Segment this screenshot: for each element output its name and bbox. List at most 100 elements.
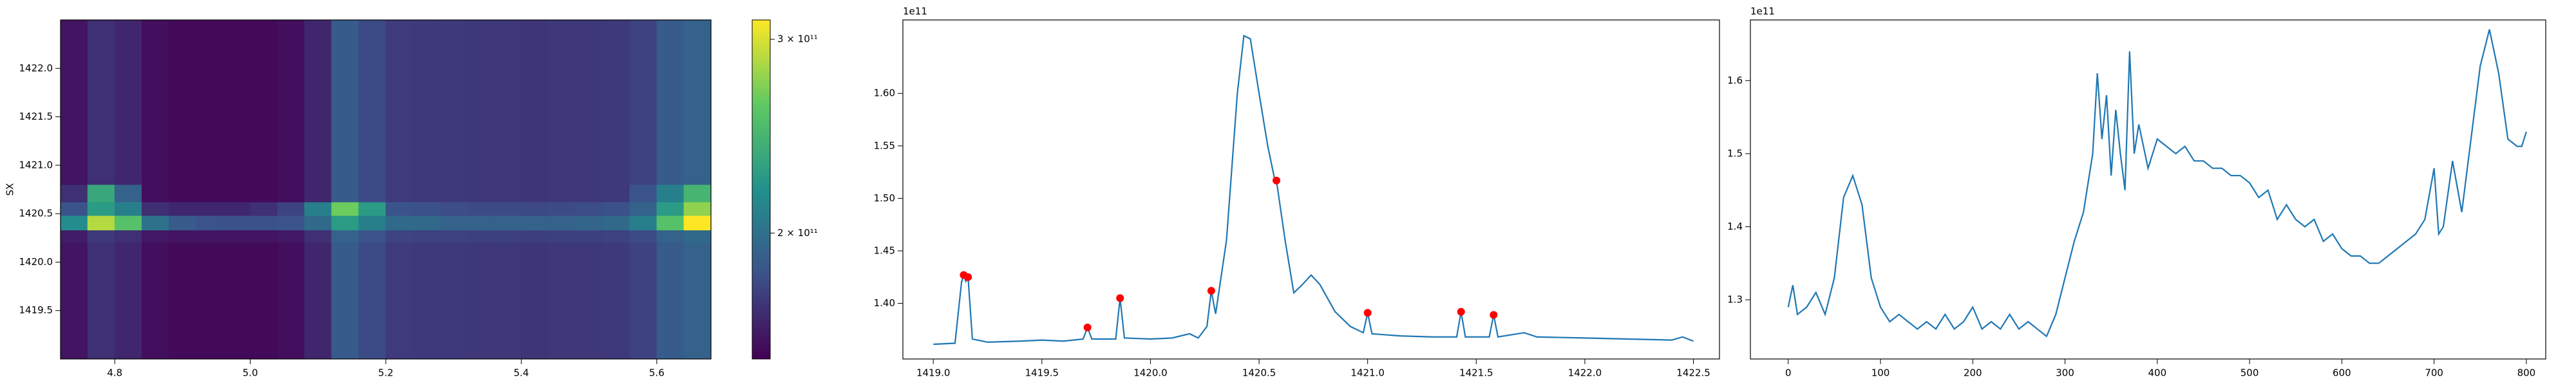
heatmap-cell (521, 230, 549, 243)
x-tick-label: 5.0 (243, 367, 258, 379)
x-tick-label: 5.2 (378, 367, 393, 379)
y-tick-label: 1420.5 (19, 208, 53, 219)
x-tick-label: 800 (2517, 367, 2536, 379)
x-tick-label: 600 (2333, 367, 2351, 379)
heatmap-cell (358, 230, 386, 243)
heatmap-cell (114, 215, 142, 231)
heatmap-cell (304, 201, 332, 216)
heatmap-cell (196, 243, 223, 360)
heatmap-cell (602, 201, 630, 216)
heatmap-cell (656, 201, 685, 216)
heatmap-cell (521, 19, 549, 185)
heatmap-cell (494, 19, 522, 185)
data-line (933, 34, 1694, 345)
x-tick-label: 400 (2148, 367, 2167, 379)
heatmap-cell (521, 243, 549, 360)
heatmap-cell (250, 201, 278, 216)
heatmap-cell (412, 19, 440, 185)
heatmap-cell (683, 215, 712, 231)
peak-marker (1083, 324, 1092, 332)
y-offset-label: 1e11 (903, 6, 927, 17)
y-tick-label: 1.5 (1727, 147, 1743, 159)
heatmap-cell (494, 230, 522, 243)
heatmap-cell (466, 201, 495, 216)
heatmap-cell (385, 243, 413, 360)
x-tick-label: 5.6 (649, 367, 665, 379)
heatmap-cell (575, 184, 603, 203)
heatmap-cell (223, 19, 251, 185)
heatmap-cell (250, 184, 278, 203)
y-tick-label: 1.45 (874, 244, 895, 256)
heatmap-cell (439, 19, 468, 185)
heatmap-cell (656, 230, 685, 243)
heatmap-cell (439, 243, 468, 360)
heatmap-cell (331, 243, 359, 360)
axes-frame (1750, 19, 2546, 360)
heatmap-cell (277, 201, 305, 216)
heatmap-cell (331, 230, 359, 243)
y-tick-label: 1.4 (1727, 221, 1743, 232)
peak-marker (1207, 286, 1215, 295)
y-tick-label: 1.50 (874, 192, 895, 204)
heatmap-cell (277, 243, 305, 360)
heatmap-cell (223, 243, 251, 360)
heatmap-cell (141, 201, 169, 216)
y-tick-label: 1422.0 (19, 62, 53, 74)
heatmap-cell (494, 201, 522, 216)
heatmap-cell (385, 19, 413, 185)
heatmap-cell (358, 201, 386, 216)
heatmap-cell (683, 201, 712, 216)
heatmap-cell (358, 215, 386, 231)
heatmap-cell (385, 215, 413, 231)
heatmap-cell (466, 243, 495, 360)
heatmap-cell (656, 243, 685, 360)
heatmap-cell (196, 230, 223, 243)
axes-frame (902, 19, 1720, 360)
peak-marker (1363, 309, 1372, 317)
heatmap-cell (331, 19, 359, 185)
heatmap-cell (656, 19, 685, 185)
heatmap-cell (87, 215, 115, 231)
peak-marker (1490, 311, 1498, 319)
heatmap-cell (87, 230, 115, 243)
heatmap-cell (141, 243, 169, 360)
heatmap-cell (223, 230, 251, 243)
heatmap-cell (277, 230, 305, 243)
heatmap-cell (331, 215, 359, 231)
x-tick-label: 700 (2425, 367, 2443, 379)
y-tick-label: 1.60 (874, 87, 895, 99)
heatmap-cell (277, 184, 305, 203)
heatmap-cell (169, 19, 196, 185)
colorbar (752, 19, 771, 360)
heatmap-cell (87, 184, 115, 203)
colorbar-tick-label: 2 × 10¹¹ (777, 227, 818, 239)
x-tick-label: 200 (1964, 367, 1982, 379)
heatmap-cell (602, 19, 630, 185)
heatmap-cell (494, 184, 522, 203)
heatmap-cell (575, 243, 603, 360)
heatmap-cell (114, 19, 142, 185)
heatmap-cell (87, 243, 115, 360)
peak-marker (1116, 294, 1124, 302)
heatmap-cell (602, 243, 630, 360)
heatmap-cell (169, 184, 196, 203)
heatmap-cell (548, 201, 576, 216)
heatmap-cell (412, 243, 440, 360)
heatmap-cell (169, 201, 196, 216)
y-tick-label: 1.55 (874, 140, 895, 151)
heatmap-cell (602, 215, 630, 231)
heatmap-cell (196, 184, 223, 203)
heatmap-cell (439, 230, 468, 243)
heatmap-cell (385, 230, 413, 243)
heatmap-cell (169, 243, 196, 360)
heatmap-cell (466, 184, 495, 203)
heatmap-cell (494, 215, 522, 231)
heatmap-cell (114, 201, 142, 216)
x-tick-label: 1422.5 (1676, 367, 1710, 379)
heatmap-cell (521, 201, 549, 216)
x-tick-label: 1420.5 (1242, 367, 1276, 379)
heatmap-cell (141, 19, 169, 185)
x-tick-label: 1421.5 (1459, 367, 1493, 379)
colorbar-tick-label: 3 × 10¹¹ (777, 33, 818, 45)
heatmap-cell (196, 201, 223, 216)
